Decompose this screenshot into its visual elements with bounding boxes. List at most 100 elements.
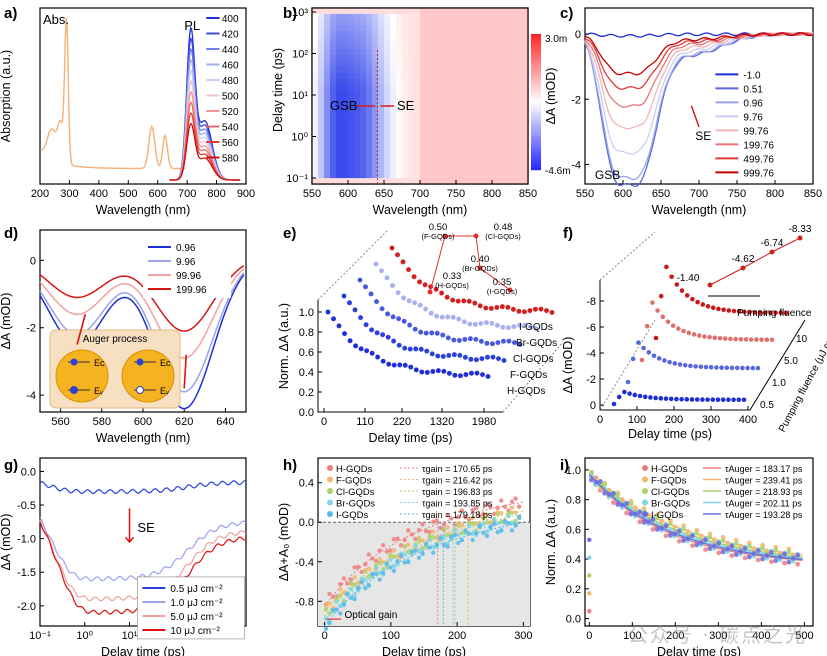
legend-entry: Cl-GQDs <box>651 487 690 498</box>
data-point <box>646 350 652 355</box>
heatmap-cell <box>474 96 481 103</box>
heatmap-cell <box>492 166 499 173</box>
inset-point <box>442 233 448 239</box>
heatmap-cell <box>318 13 325 21</box>
y-tick-label: 1.0 <box>566 465 581 477</box>
heatmap-cell <box>480 96 487 103</box>
data-point <box>720 534 726 540</box>
heatmap-cell <box>474 72 481 79</box>
heatmap-cell <box>438 107 445 114</box>
heatmap-cell <box>492 148 499 156</box>
heatmap-cell <box>498 84 505 91</box>
tau-label: τAuger = 218.93 ps <box>725 487 803 497</box>
heatmap-cell <box>504 160 511 167</box>
data-point <box>716 540 722 546</box>
data-point <box>352 565 357 570</box>
data-point <box>658 293 664 299</box>
data-point <box>724 365 730 371</box>
heatmap-cell <box>360 66 367 73</box>
series-label: Cl-GQDs <box>513 354 554 365</box>
heatmap-cell <box>504 37 511 44</box>
heatmap-cell <box>402 107 409 114</box>
y-tick-label: 1.0 <box>299 307 314 319</box>
data-point <box>373 565 379 571</box>
inset-point <box>477 265 483 271</box>
heatmap-cell <box>396 84 403 91</box>
heatmap-cell <box>402 125 409 132</box>
heatmap-cell <box>498 172 505 179</box>
heatmap-cell <box>414 90 421 97</box>
data-point <box>611 401 617 407</box>
heatmap-cell <box>408 84 415 91</box>
data-point <box>672 361 678 366</box>
data-point <box>368 291 374 297</box>
data-point <box>705 397 710 402</box>
x-tick-label: 650 <box>375 188 393 200</box>
data-point <box>513 510 518 515</box>
heatmap-cell <box>480 54 487 62</box>
nanoparticle <box>121 349 175 403</box>
data-point <box>707 531 713 537</box>
heatmap-cell <box>324 137 331 144</box>
panel-d: d)Wavelength (nm)ΔA (mOD)560 580 600 620 640… <box>0 225 247 445</box>
heatmap-cell <box>390 160 397 167</box>
panel-label: d) <box>4 225 18 242</box>
heatmap-cell <box>372 113 379 120</box>
heatmap-cell <box>492 19 499 26</box>
gsb-annotation: GSB <box>330 98 357 113</box>
heatmap-cell <box>486 160 493 167</box>
heatmap-cell <box>510 113 517 120</box>
heatmap-cell <box>384 37 391 44</box>
tau-label: τgain = 216.42 ps <box>422 476 493 486</box>
x-tick-label: 800 <box>766 188 784 200</box>
spectrum-curve <box>39 268 245 359</box>
data-point <box>473 356 480 363</box>
data-point <box>484 354 491 360</box>
heatmap-cell <box>330 154 337 161</box>
x-axis-label: Wavelength (nm) <box>96 203 191 217</box>
heatmap-cell <box>498 137 505 144</box>
data-point <box>388 548 393 553</box>
data-point <box>323 606 329 612</box>
heatmap-cell <box>408 119 415 126</box>
heatmap-cell <box>474 13 481 21</box>
heatmap-cell <box>366 13 373 21</box>
data-point <box>664 264 669 270</box>
heatmap-cell <box>480 84 487 91</box>
data-point <box>406 559 411 565</box>
data-point <box>357 277 363 283</box>
data-point <box>441 368 447 375</box>
heatmap-cell <box>522 78 529 85</box>
heatmap-cell <box>408 113 415 120</box>
heatmap-cell <box>342 54 349 62</box>
heatmap-cell <box>324 78 331 85</box>
colorbar-cell <box>531 40 541 45</box>
data-point <box>406 298 412 304</box>
data-point <box>509 499 515 504</box>
heatmap-cell <box>516 148 523 156</box>
heatmap-cell <box>396 78 403 85</box>
legend-entry: I-GQDs <box>336 510 368 521</box>
heatmap-cell <box>492 90 499 97</box>
heatmap-cell <box>462 166 469 173</box>
heatmap-cell <box>498 119 505 126</box>
heatmap-cell <box>522 119 529 126</box>
data-point <box>422 282 428 288</box>
data-point <box>463 371 469 378</box>
heatmap-cell <box>336 78 343 85</box>
x-tick-label: 200 <box>666 630 684 642</box>
heatmap-cell <box>312 96 319 103</box>
data-point <box>385 361 392 367</box>
data-point <box>377 556 382 562</box>
y-tick-label: 10² <box>292 49 308 61</box>
data-point <box>716 306 721 312</box>
heatmap-cell <box>318 78 325 85</box>
heatmap-cell <box>486 131 493 138</box>
panel-i: i)Delay time (ps)Norm. ΔA (a.u.)0 100 200 3… <box>544 457 814 656</box>
heatmap-cell <box>426 78 433 85</box>
heatmap-cell <box>348 66 355 73</box>
data-point <box>474 505 479 511</box>
data-point <box>616 394 622 400</box>
heatmap-cell <box>360 25 367 32</box>
data-point <box>379 305 385 312</box>
